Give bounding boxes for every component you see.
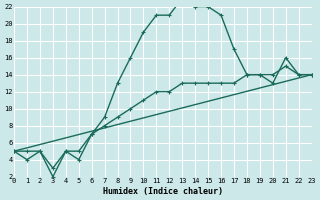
- X-axis label: Humidex (Indice chaleur): Humidex (Indice chaleur): [103, 187, 223, 196]
